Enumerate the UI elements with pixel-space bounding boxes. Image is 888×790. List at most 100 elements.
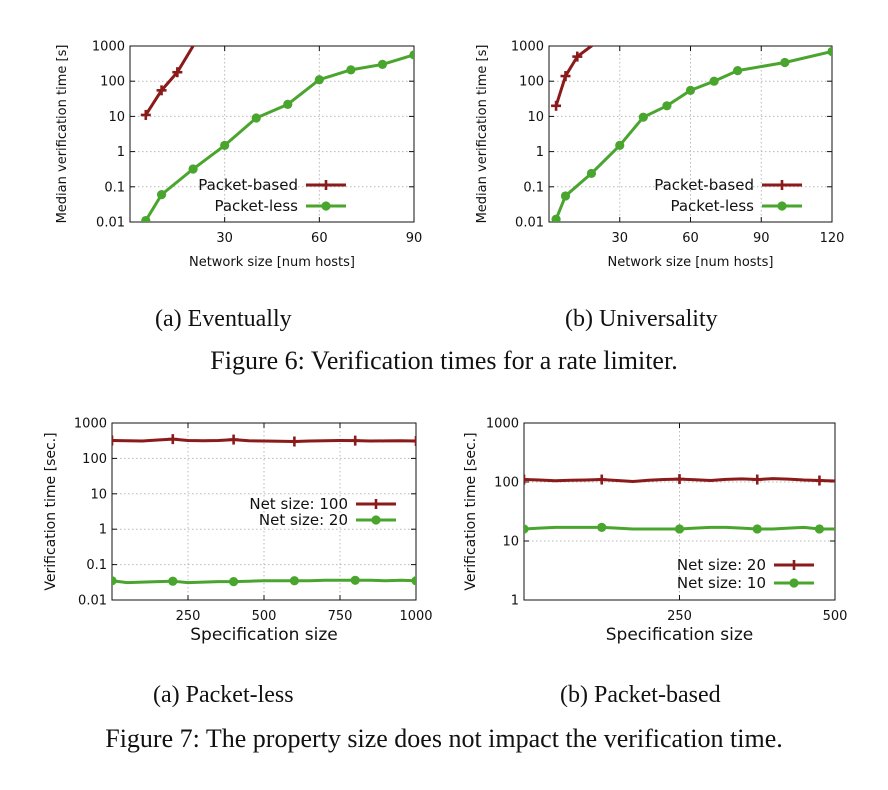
data-point <box>377 59 388 70</box>
data-point <box>411 576 416 586</box>
x-axis-title: Network size [num hosts] <box>189 255 355 270</box>
data-point <box>283 99 293 109</box>
grid <box>112 423 416 600</box>
legend-label: Net size: 20 <box>259 511 348 529</box>
data-point <box>346 65 356 75</box>
series-net-size-20 <box>524 474 835 486</box>
data-point <box>289 576 299 586</box>
chart-fig7-packet-based: 1 10 100 1000 250 500 Specification size Verifi… <box>463 417 848 646</box>
x-axis-title: Network size [num hosts] <box>607 255 773 270</box>
x-tick-label: 60 <box>682 231 699 246</box>
data-point <box>167 434 178 445</box>
y-tick-label: 1000 <box>92 40 125 55</box>
legend-label: Packet-less <box>214 197 298 215</box>
data-point <box>685 85 696 95</box>
y-tick-label: 1000 <box>511 40 544 55</box>
data-point <box>350 435 361 446</box>
x-tick-label: 90 <box>753 231 770 246</box>
legend-label: Net size: 100 <box>249 495 348 513</box>
data-point <box>140 109 151 120</box>
data-point <box>596 474 607 485</box>
legend-swatch-marker <box>789 578 799 588</box>
data-point <box>560 71 571 82</box>
legend-label: Net size: 20 <box>677 556 766 574</box>
chart-fig6-eventually: 0.01 0.1 1 10 100 1000 30 60 90 Network size [num… <box>55 40 423 271</box>
y-axis-title: Verification time [sec.] <box>463 432 479 590</box>
series-line <box>554 49 832 221</box>
data-point <box>411 436 416 447</box>
y-tick-label: 100 <box>494 476 519 491</box>
legend-swatch-marker <box>371 499 381 509</box>
series-line <box>144 53 414 222</box>
x-tick-label: 60 <box>311 231 328 246</box>
data-point <box>615 140 625 151</box>
data-point <box>172 67 183 78</box>
data-point <box>551 100 562 111</box>
data-point <box>572 51 583 62</box>
x-axis-title: Specification size <box>190 625 338 645</box>
x-tick-label: 750 <box>328 609 353 624</box>
y-axis-title: Median verification time [s] <box>55 45 70 224</box>
series-net-size-10 <box>524 522 835 534</box>
legend-swatch-marker <box>321 201 331 211</box>
legend-swatch-marker <box>321 180 331 190</box>
x-tick-label: 120 <box>820 231 845 246</box>
series-line <box>554 46 593 108</box>
y-tick-label: 100 <box>82 452 107 467</box>
legend-label: Packet-based <box>198 176 298 194</box>
data-point <box>662 101 672 111</box>
chart-fig7-packet-less: 0.01 0.1 1 10 100 1000 250 500 750 1000 Specificat… <box>43 417 433 646</box>
fig7-caption-label: Figure 7: <box>105 724 200 753</box>
y-tick-label: 0.01 <box>78 594 107 609</box>
data-point <box>752 474 763 485</box>
legend: Packet-based Packet-less <box>198 176 346 215</box>
fig7-subcaption-a: (a) Packet-less <box>153 682 294 708</box>
x-tick-label: 90 <box>406 231 423 246</box>
x-tick-label: 250 <box>667 609 692 624</box>
data-point <box>586 168 597 179</box>
series-packet-less <box>141 50 414 222</box>
data-point <box>156 85 167 96</box>
fig7-subcaption-b: (b) Packet-based <box>560 682 721 708</box>
data-point <box>314 75 324 85</box>
legend-label: Packet-based <box>654 176 754 194</box>
data-point <box>112 435 117 446</box>
data-point <box>638 112 648 122</box>
data-point <box>112 576 117 586</box>
legend-swatch-marker <box>789 560 799 570</box>
data-point <box>350 575 360 585</box>
y-tick-label: 1000 <box>486 417 519 432</box>
data-point <box>156 190 167 200</box>
series-line <box>112 437 416 444</box>
x-tick-label: 500 <box>823 609 848 624</box>
series-net-size-100 <box>112 434 416 447</box>
data-point <box>228 434 239 445</box>
fig7-caption-text: The property size does not impact the ve… <box>199 724 783 753</box>
data-point <box>220 140 230 151</box>
y-tick-label: 10 <box>502 535 519 550</box>
fig6-subcaption-b: (b) Universality <box>565 306 718 332</box>
y-tick-label: 0.1 <box>86 558 107 573</box>
data-point <box>752 524 762 534</box>
y-tick-label: 1 <box>117 145 125 160</box>
fig6-caption: Figure 6: Verification times for a rate … <box>0 346 888 376</box>
x-tick-label: 30 <box>216 231 233 246</box>
y-tick-label: 10 <box>90 487 107 502</box>
x-tick-label: 1000 <box>399 609 432 624</box>
grid <box>524 423 835 600</box>
data-point <box>560 191 571 201</box>
y-tick-label: 10 <box>108 110 125 125</box>
series-packet-based <box>551 46 593 111</box>
y-tick-label: 0.01 <box>515 216 544 231</box>
chart-fig6-universality: 0.01 0.1 1 10 100 1000 30 60 90 120 Network size [… <box>475 40 845 271</box>
data-point <box>674 524 685 534</box>
series-line <box>112 578 416 585</box>
y-tick-label: 0.01 <box>96 216 125 231</box>
legend-swatch-marker <box>777 201 787 211</box>
data-point <box>551 214 561 222</box>
x-tick-label: 250 <box>176 609 201 624</box>
data-area <box>551 46 832 222</box>
y-tick-label: 1000 <box>74 417 107 432</box>
